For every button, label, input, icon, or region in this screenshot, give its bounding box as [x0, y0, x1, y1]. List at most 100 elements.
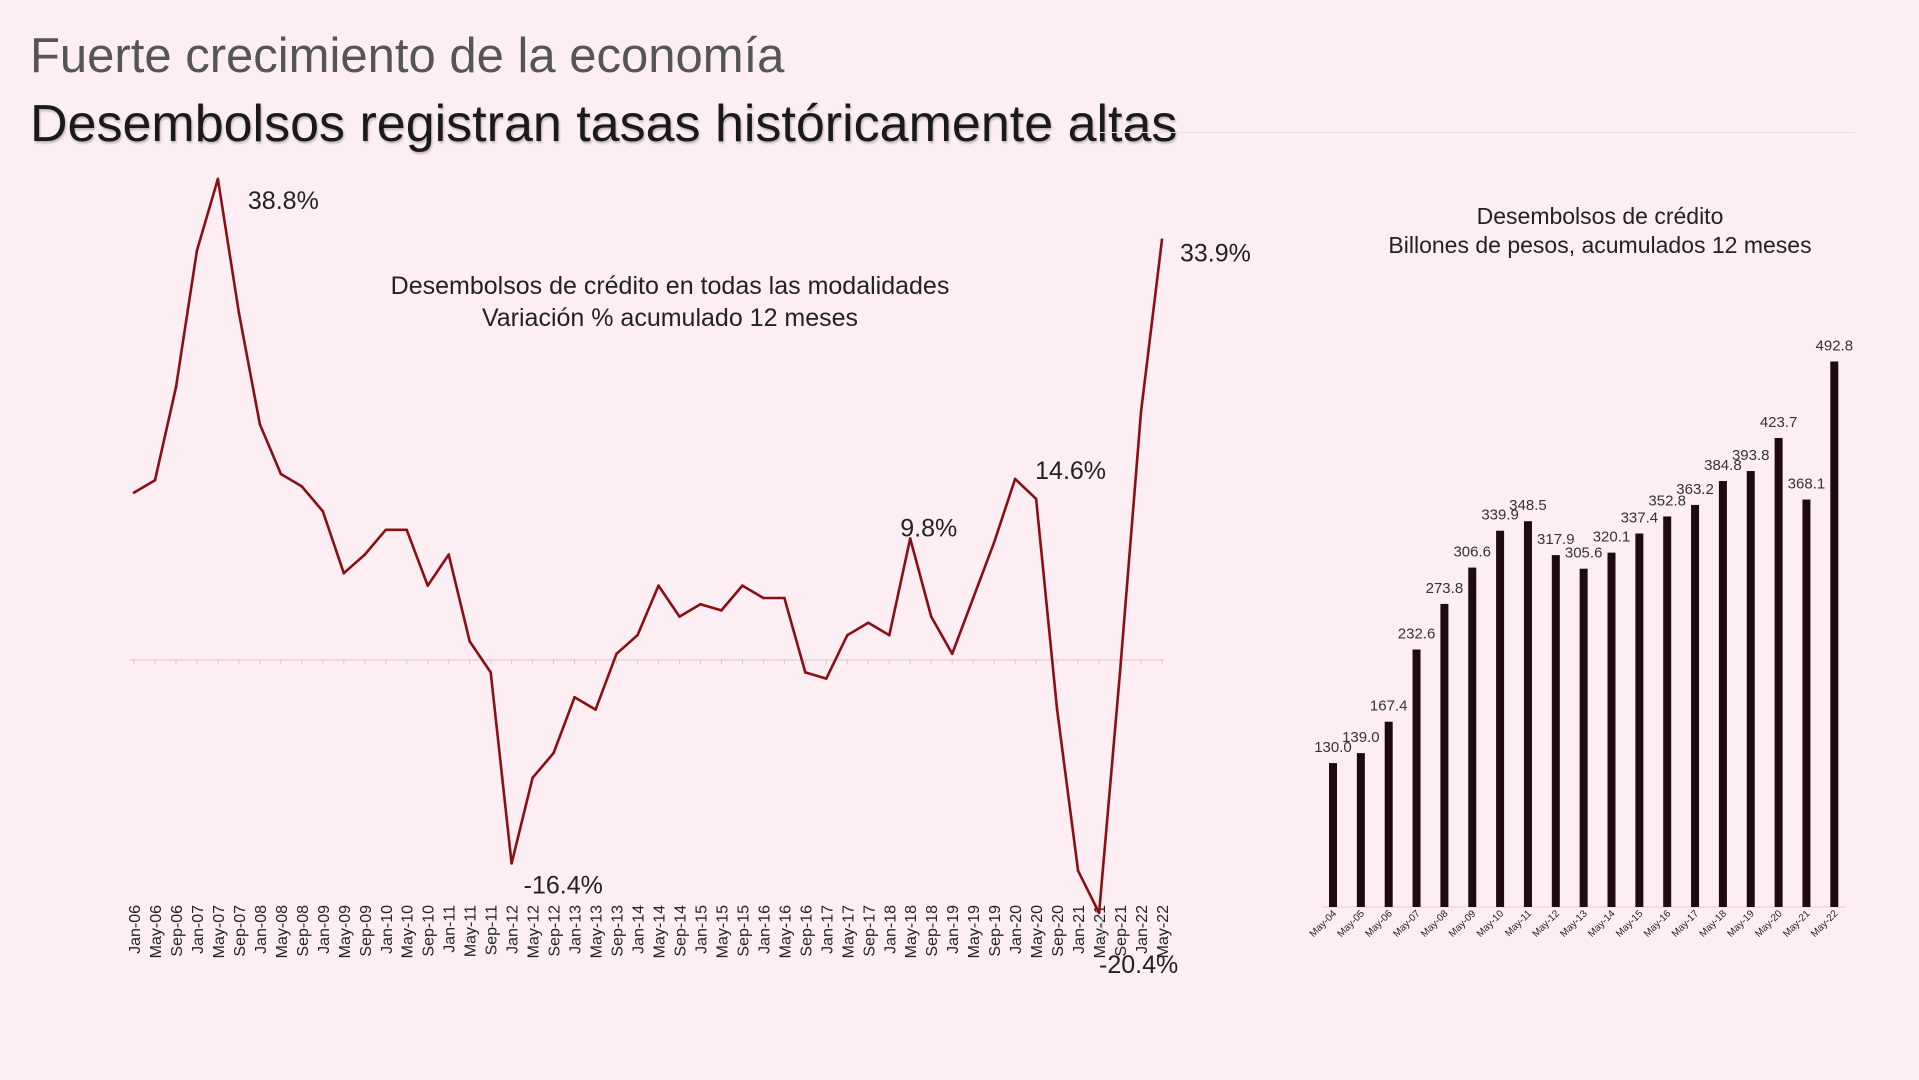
- bar-chart: 130.0 May-04 139.0 May-05 167.4 May-06 232.6 Ma…: [1308, 337, 1853, 939]
- bar-value-label: 139.0: [1342, 729, 1380, 746]
- data-point: [342, 571, 346, 575]
- x-tick-label: May-14: [651, 905, 668, 958]
- x-tick-label: Sep-18: [924, 905, 941, 957]
- data-point: [887, 633, 891, 637]
- x-tick-label: Jan-19: [945, 905, 962, 954]
- bar: [1523, 521, 1532, 907]
- x-tick-label: Sep-15: [735, 905, 752, 957]
- line-chart-title-block: Desembolsos de crédito en todas las moda…: [330, 270, 1010, 334]
- bar-category-label: May-22: [1809, 908, 1841, 940]
- data-point: [657, 584, 660, 587]
- bar: [1635, 533, 1644, 907]
- bar-value-label: 317.9: [1537, 531, 1575, 548]
- x-tick-label: Jan-21: [1071, 905, 1088, 954]
- point-annotation: 33.9%: [1180, 240, 1251, 268]
- data-point: [866, 621, 870, 625]
- data-point: [594, 708, 597, 711]
- data-point: [426, 584, 430, 587]
- x-tick-label: Sep-10: [421, 905, 438, 957]
- data-point: [174, 385, 178, 389]
- bar-value-label: 306.6: [1453, 544, 1491, 561]
- x-tick-label: Sep-07: [232, 905, 249, 957]
- bar-value-label: 393.8: [1732, 447, 1770, 464]
- data-point: [258, 423, 262, 426]
- bar-value-label: 232.6: [1398, 626, 1436, 643]
- data-point: [300, 485, 304, 488]
- x-tick-label: Sep-16: [798, 905, 815, 957]
- bar-value-label: 305.6: [1565, 545, 1603, 562]
- x-tick-label: Jan-13: [568, 905, 585, 954]
- bar-value-label: 339.9: [1481, 507, 1519, 524]
- bar: [1663, 516, 1672, 907]
- data-point: [615, 652, 618, 656]
- x-tick-label: May-06: [148, 905, 165, 958]
- data-point: [153, 478, 157, 482]
- bar-value-label: 368.1: [1788, 476, 1826, 493]
- data-point: [552, 751, 555, 755]
- data-point: [405, 528, 409, 532]
- bar-category-label: May-21: [1781, 908, 1813, 940]
- x-tick-label: May-13: [589, 905, 606, 958]
- x-tick-label: Sep-08: [295, 905, 312, 957]
- bar: [1551, 555, 1560, 907]
- bar-category-label: May-16: [1642, 908, 1674, 940]
- data-point: [279, 472, 283, 476]
- x-tick-label: May-18: [903, 905, 920, 958]
- data-point: [971, 596, 975, 600]
- bar: [1440, 603, 1449, 907]
- data-point: [468, 640, 471, 643]
- x-tick-label: May-11: [463, 905, 480, 957]
- bar-value-label: 167.4: [1370, 698, 1408, 715]
- data-point: [384, 528, 388, 532]
- x-tick-label: Jan-09: [316, 905, 333, 954]
- x-tick-label: Sep-11: [484, 905, 501, 956]
- x-tick-label: Jan-06: [127, 905, 144, 954]
- x-tick-label: May-12: [526, 905, 543, 958]
- line-chart: Jan-06 May-06 Sep-06 Jan-07 May-07 Sep-07 Jan-…: [127, 177, 1251, 979]
- data-point: [132, 491, 136, 494]
- bar-category-label: May-05: [1336, 908, 1368, 940]
- bar: [1746, 471, 1755, 907]
- data-point: [489, 671, 492, 674]
- bar-category-label: May-07: [1391, 908, 1423, 940]
- data-point: [531, 776, 534, 780]
- bar-category-label: May-09: [1447, 908, 1479, 940]
- bar: [1691, 504, 1700, 907]
- bar-value-label: 348.5: [1509, 497, 1547, 514]
- bar: [1607, 552, 1616, 907]
- bar: [1830, 361, 1839, 907]
- data-point: [636, 633, 639, 637]
- bar-value-label: 130.0: [1314, 739, 1352, 756]
- header-divider: [1100, 132, 1855, 133]
- data-point: [1097, 911, 1101, 915]
- data-point: [1160, 238, 1164, 241]
- line-chart-title: Desembolsos de crédito en todas las moda…: [390, 272, 950, 300]
- x-tick-label: Sep-21: [1113, 905, 1130, 957]
- bar: [1579, 568, 1588, 907]
- bar: [1774, 437, 1783, 907]
- bar-category-label: May-17: [1670, 908, 1702, 940]
- bar: [1384, 721, 1393, 907]
- point-annotation: 38.8%: [248, 187, 319, 215]
- bar-value-label: 363.2: [1676, 481, 1714, 498]
- slide-subtitle: Desembolsos registran tasas históricamen…: [30, 95, 1178, 153]
- bar-value-label: 423.7: [1760, 414, 1798, 431]
- bar: [1496, 530, 1505, 907]
- x-tick-label: Jan-12: [505, 905, 522, 954]
- x-tick-label: May-09: [337, 905, 354, 958]
- bar-category-label: May-14: [1586, 908, 1618, 940]
- bar-category-label: May-13: [1558, 908, 1590, 940]
- line-chart-subtitle: Variación % acumulado 12 meses: [481, 304, 859, 332]
- data-point: [720, 609, 723, 612]
- series-line: [133, 177, 1164, 915]
- x-tick-label: Jan-20: [1008, 905, 1025, 954]
- x-tick-label: May-19: [966, 905, 983, 958]
- data-point: [363, 553, 367, 556]
- x-tick-label: Sep-06: [169, 905, 186, 957]
- data-point: [321, 509, 325, 513]
- bar-value-label: 320.1: [1593, 529, 1631, 546]
- x-tick-label: Sep-17: [861, 905, 878, 957]
- data-point: [1055, 708, 1059, 711]
- x-tick-label: May-22: [1155, 905, 1172, 958]
